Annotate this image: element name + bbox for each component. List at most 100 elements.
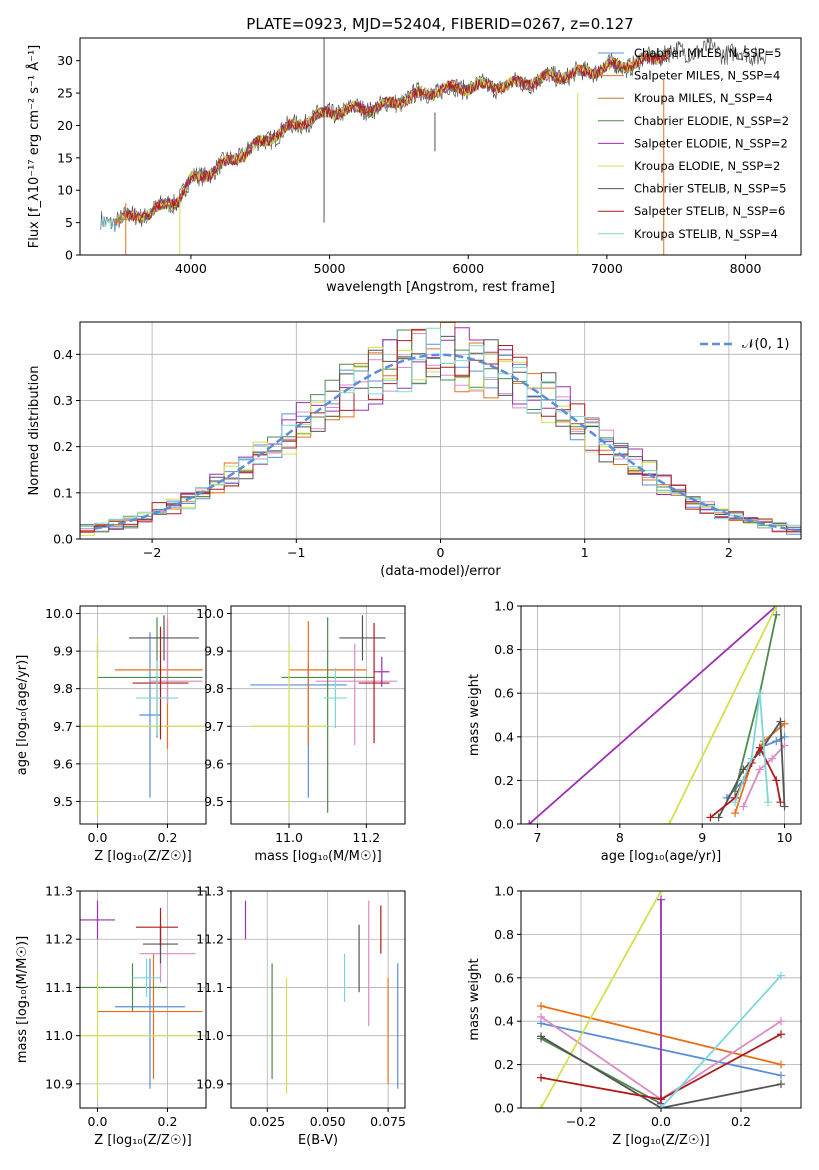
- weight-marker: [755, 689, 764, 698]
- x-tick-label: 4000: [175, 261, 207, 276]
- x-axis-label: (data-model)/error: [380, 564, 501, 579]
- x-tick-label: 0.0: [88, 830, 108, 845]
- y-tick-label: 10.0: [45, 606, 73, 621]
- weight-line: [668, 606, 778, 824]
- residual-histogram-panel: −2 −1 0 1 2 0.0 0.1 0.2 0.3 0.4 (data-model)/error…: [27, 321, 802, 579]
- weight-marker: [776, 798, 785, 807]
- y-tick-label: 11.3: [45, 884, 73, 899]
- weight-marker: [537, 1032, 545, 1041]
- y-axis-label: age [log₁₀(age/yr)]: [15, 655, 30, 776]
- x-tick-label: 0.0: [651, 1114, 671, 1129]
- x-tick-label: 7000: [591, 261, 623, 276]
- y-tick-label: 11.1: [45, 980, 73, 995]
- y-tick-label: 1.0: [494, 884, 514, 899]
- weight-line: [540, 1035, 782, 1108]
- legend-label: 𝒩(0, 1): [742, 337, 789, 352]
- weight-marker: [525, 820, 534, 824]
- x-tick-label: 2: [725, 545, 733, 560]
- legend-label: Kroupa MILES, N_SSP=4: [634, 91, 773, 105]
- weight-marker: [665, 820, 674, 824]
- y-tick-label: 10.9: [45, 1076, 73, 1091]
- weight-marker: [537, 1002, 545, 1011]
- y-tick-label: 0.8: [494, 642, 514, 657]
- plot-area: [80, 322, 801, 536]
- weight-line: [528, 606, 777, 824]
- spectrum-line: [115, 47, 670, 226]
- weight-marker: [772, 737, 781, 746]
- weight-marker: [772, 606, 781, 610]
- x-tick-label: 7: [533, 830, 541, 845]
- y-tick-label: 0.2: [494, 773, 514, 788]
- y-tick-label: 9.6: [53, 756, 73, 771]
- y-tick-label: 9.7: [53, 719, 73, 734]
- mass-vs-metallicity-panel: 0.0 0.2 10.9 11.0 11.1 11.2 11.3 Z [log₁₀(Z/Z☉)…: [15, 884, 207, 1148]
- y-tick-label: 11.2: [45, 932, 73, 947]
- y-tick-label: 0.4: [494, 1014, 514, 1029]
- y-tick-label: 0.4: [53, 347, 73, 362]
- y-axis-label: mass [log₁₀(M/M☉)]: [15, 936, 30, 1063]
- legend-label: Salpeter ELODIE, N_SSP=2: [634, 136, 788, 150]
- y-tick-label: 9.7: [204, 719, 224, 734]
- weight-marker: [657, 1095, 665, 1104]
- weight-marker: [772, 776, 781, 785]
- weight-marker: [768, 754, 777, 763]
- x-axis-label: Z [log₁₀(Z/Z☉)]: [612, 1133, 709, 1148]
- weight-marker: [777, 1030, 785, 1039]
- spectrum-panel: 4000 5000 6000 7000 8000 0 5 10 15 20 25 30 waveleng…: [26, 37, 802, 295]
- weight-marker: [739, 802, 748, 811]
- weight-marker: [731, 798, 740, 807]
- y-tick-label: 1.0: [494, 599, 514, 614]
- x-tick-label: 0.2: [731, 1114, 751, 1129]
- y-tick-label: 9.6: [204, 756, 224, 771]
- weight-marker: [755, 765, 764, 774]
- weight-marker: [657, 1104, 665, 1108]
- spectrum-line: [124, 49, 670, 223]
- weight-marker: [764, 798, 773, 807]
- legend-label: Chabrier MILES, N_SSP=5: [634, 46, 781, 60]
- weight-marker: [780, 802, 789, 811]
- axes-frame: [230, 890, 406, 1109]
- axes-frame: [79, 321, 802, 540]
- y-tick-label: 25: [57, 86, 73, 101]
- y-tick-label: 11.0: [196, 1028, 224, 1043]
- y-tick-label: 9.5: [204, 794, 224, 809]
- y-tick-label: 9.8: [204, 681, 224, 696]
- age-vs-mass-panel: 11.0 11.2 9.5 9.6 9.7 9.8 9.9 10.0 mass [log₁₀(M…: [196, 605, 406, 864]
- x-tick-label: 0.0: [88, 1114, 108, 1129]
- axes-frame: [79, 37, 802, 256]
- x-tick-label: 0.2: [158, 1114, 178, 1129]
- y-axis-label: mass weight: [467, 958, 482, 1040]
- weight-marker: [777, 1060, 785, 1069]
- weight-marker: [537, 1012, 545, 1021]
- y-tick-label: 10.0: [196, 606, 224, 621]
- y-tick-label: 0.2: [494, 1057, 514, 1072]
- y-tick-label: 9.9: [204, 644, 224, 659]
- plot-area: [80, 900, 203, 1099]
- x-tick-label: 10: [777, 830, 793, 845]
- weight-marker: [706, 813, 715, 822]
- legend-label: Kroupa STELIB, N_SSP=4: [634, 227, 778, 241]
- y-tick-label: 15: [57, 150, 73, 165]
- x-tick-label: 8000: [730, 261, 762, 276]
- x-axis-label: Z [log₁₀(Z/Z☉)]: [94, 1133, 191, 1148]
- weight-marker: [777, 971, 785, 980]
- weight-line: [734, 693, 769, 803]
- weight-vs-age-panel: 7 8 9 10 0.0 0.2 0.4 0.6 0.8 1.0 age [log₁₀(age/yr…: [467, 599, 802, 864]
- y-tick-label: 30: [57, 53, 73, 68]
- weight-marker: [777, 1017, 785, 1026]
- x-axis-label: Z [log₁₀(Z/Z☉)]: [94, 849, 191, 864]
- y-tick-label: 20: [57, 118, 73, 133]
- legend-label: Chabrier STELIB, N_SSP=5: [634, 182, 786, 196]
- x-tick-label: −0.2: [566, 1114, 596, 1129]
- y-tick-label: 11.0: [45, 1028, 73, 1043]
- y-axis-label: Normed distribution: [27, 366, 42, 496]
- x-tick-label: 0.075: [370, 1114, 406, 1129]
- histogram-series: [80, 328, 801, 533]
- axes-frame: [79, 605, 207, 825]
- weight-marker: [772, 610, 781, 619]
- y-tick-label: 0.6: [494, 970, 514, 985]
- weight-marker: [657, 891, 665, 895]
- plot-area: [244, 900, 399, 1094]
- y-tick-label: 10.9: [196, 1076, 224, 1091]
- spectrum-line: [100, 38, 767, 232]
